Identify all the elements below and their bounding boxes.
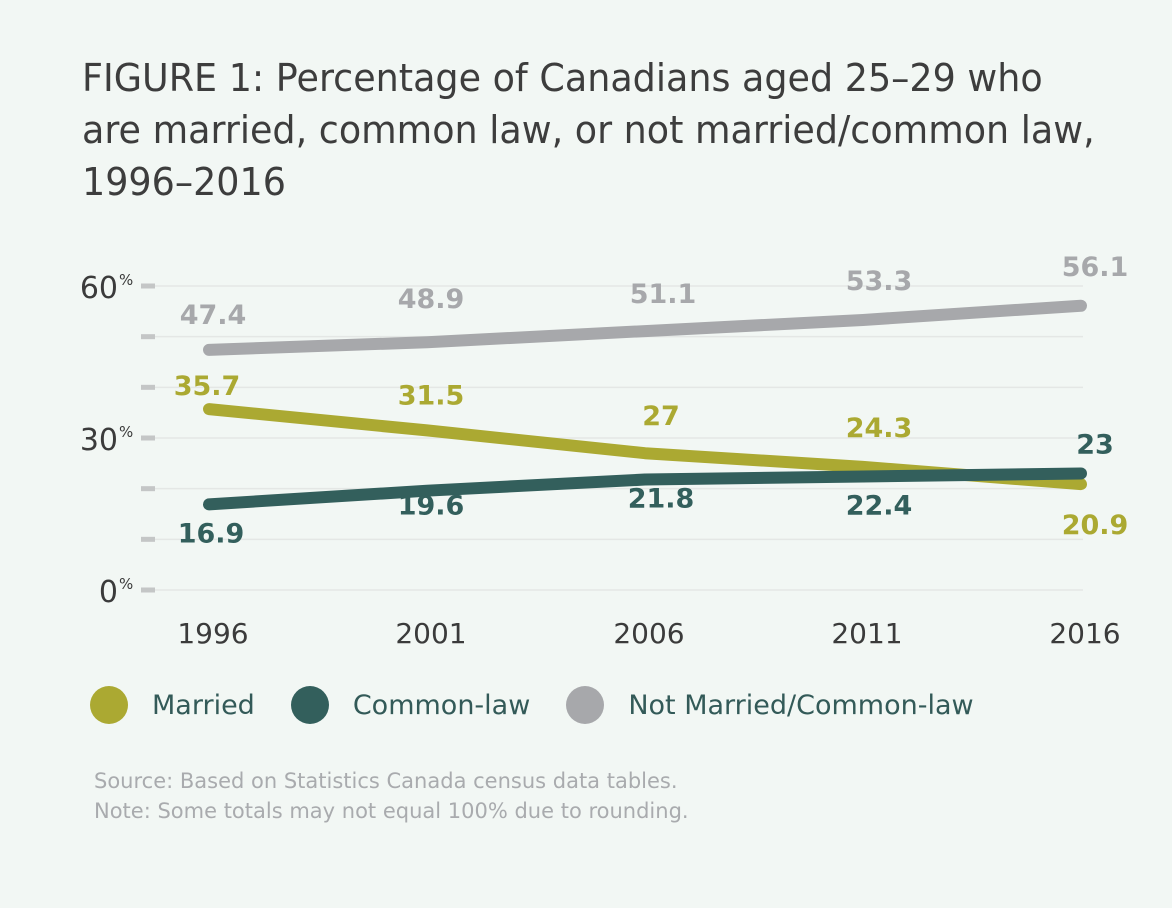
data-label: 16.9 <box>178 518 245 549</box>
y-tick-mark <box>141 384 155 390</box>
legend-label-common-law: Common-law <box>352 689 531 721</box>
legend-dot-married <box>90 686 128 724</box>
y-tick-mark <box>141 435 155 441</box>
y-tick-unit: % <box>119 575 133 593</box>
source-note: Source: Based on Statistics Canada censu… <box>94 769 678 793</box>
data-label: 27 <box>642 401 680 432</box>
series-line-common-law <box>203 467 1087 511</box>
y-tick-label: 0 <box>99 575 118 610</box>
x-tick-label: 2006 <box>613 617 684 650</box>
x-tick-label: 2016 <box>1049 617 1120 650</box>
rounding-note: Note: Some totals may not equal 100% due… <box>94 799 689 823</box>
legend-dot-not-married <box>566 686 605 724</box>
data-label: 47.4 <box>180 300 247 331</box>
x-axis: 1996 2001 2006 2011 2016 <box>177 617 1120 650</box>
data-labels: 35.7 31.5 27 24.3 20.9 16.9 19.6 21.8 22.4 23 47.4… <box>174 252 1129 550</box>
x-tick-label: 1996 <box>177 617 248 650</box>
data-label: 53.3 <box>846 266 913 297</box>
data-label: 35.7 <box>174 371 241 402</box>
data-label: 19.6 <box>398 491 465 522</box>
legend-item-common-law: Common-law <box>290 686 531 724</box>
data-label: 22.4 <box>846 491 913 522</box>
y-tick-mark <box>141 536 155 542</box>
legend: Married Common-law Not Married/Common-la… <box>90 686 1010 724</box>
series-line-not-married-common-law <box>203 299 1087 356</box>
x-tick-label: 2011 <box>831 617 902 650</box>
y-tick-mark <box>141 486 155 492</box>
x-tick-label: 2001 <box>395 617 466 650</box>
chart-title: FIGURE 1: Percentage of Canadians aged 2… <box>82 56 1095 204</box>
data-label: 31.5 <box>398 380 465 411</box>
legend-dot-common-law <box>290 686 329 724</box>
series-lines <box>203 299 1087 511</box>
data-label: 23 <box>1076 429 1114 460</box>
data-label: 24.3 <box>846 413 913 444</box>
data-label: 21.8 <box>628 484 695 515</box>
y-tick-mark <box>141 283 155 289</box>
legend-item-not-married: Not Married/Common-law <box>566 686 974 724</box>
legend-item-married: Married <box>90 686 255 724</box>
y-tick-unit: % <box>119 271 133 289</box>
data-label: 48.9 <box>398 284 465 315</box>
legend-label-married: Married <box>152 689 255 721</box>
data-label: 20.9 <box>1062 510 1129 541</box>
legend-label-not-married: Not Married/Common-law <box>628 689 974 721</box>
y-tick-mark <box>141 587 155 593</box>
y-tick-mark <box>141 334 155 340</box>
footnotes: Source: Based on Statistics Canada censu… <box>94 766 689 826</box>
gridlines <box>155 285 1083 591</box>
y-tick-label: 60 <box>80 271 118 306</box>
y-axis: 0 %30 %60% <box>80 271 155 610</box>
y-tick-label: 30 <box>80 423 118 458</box>
data-label: 56.1 <box>1062 252 1129 283</box>
y-tick-unit: % <box>119 423 133 441</box>
data-label: 51.1 <box>630 279 697 310</box>
